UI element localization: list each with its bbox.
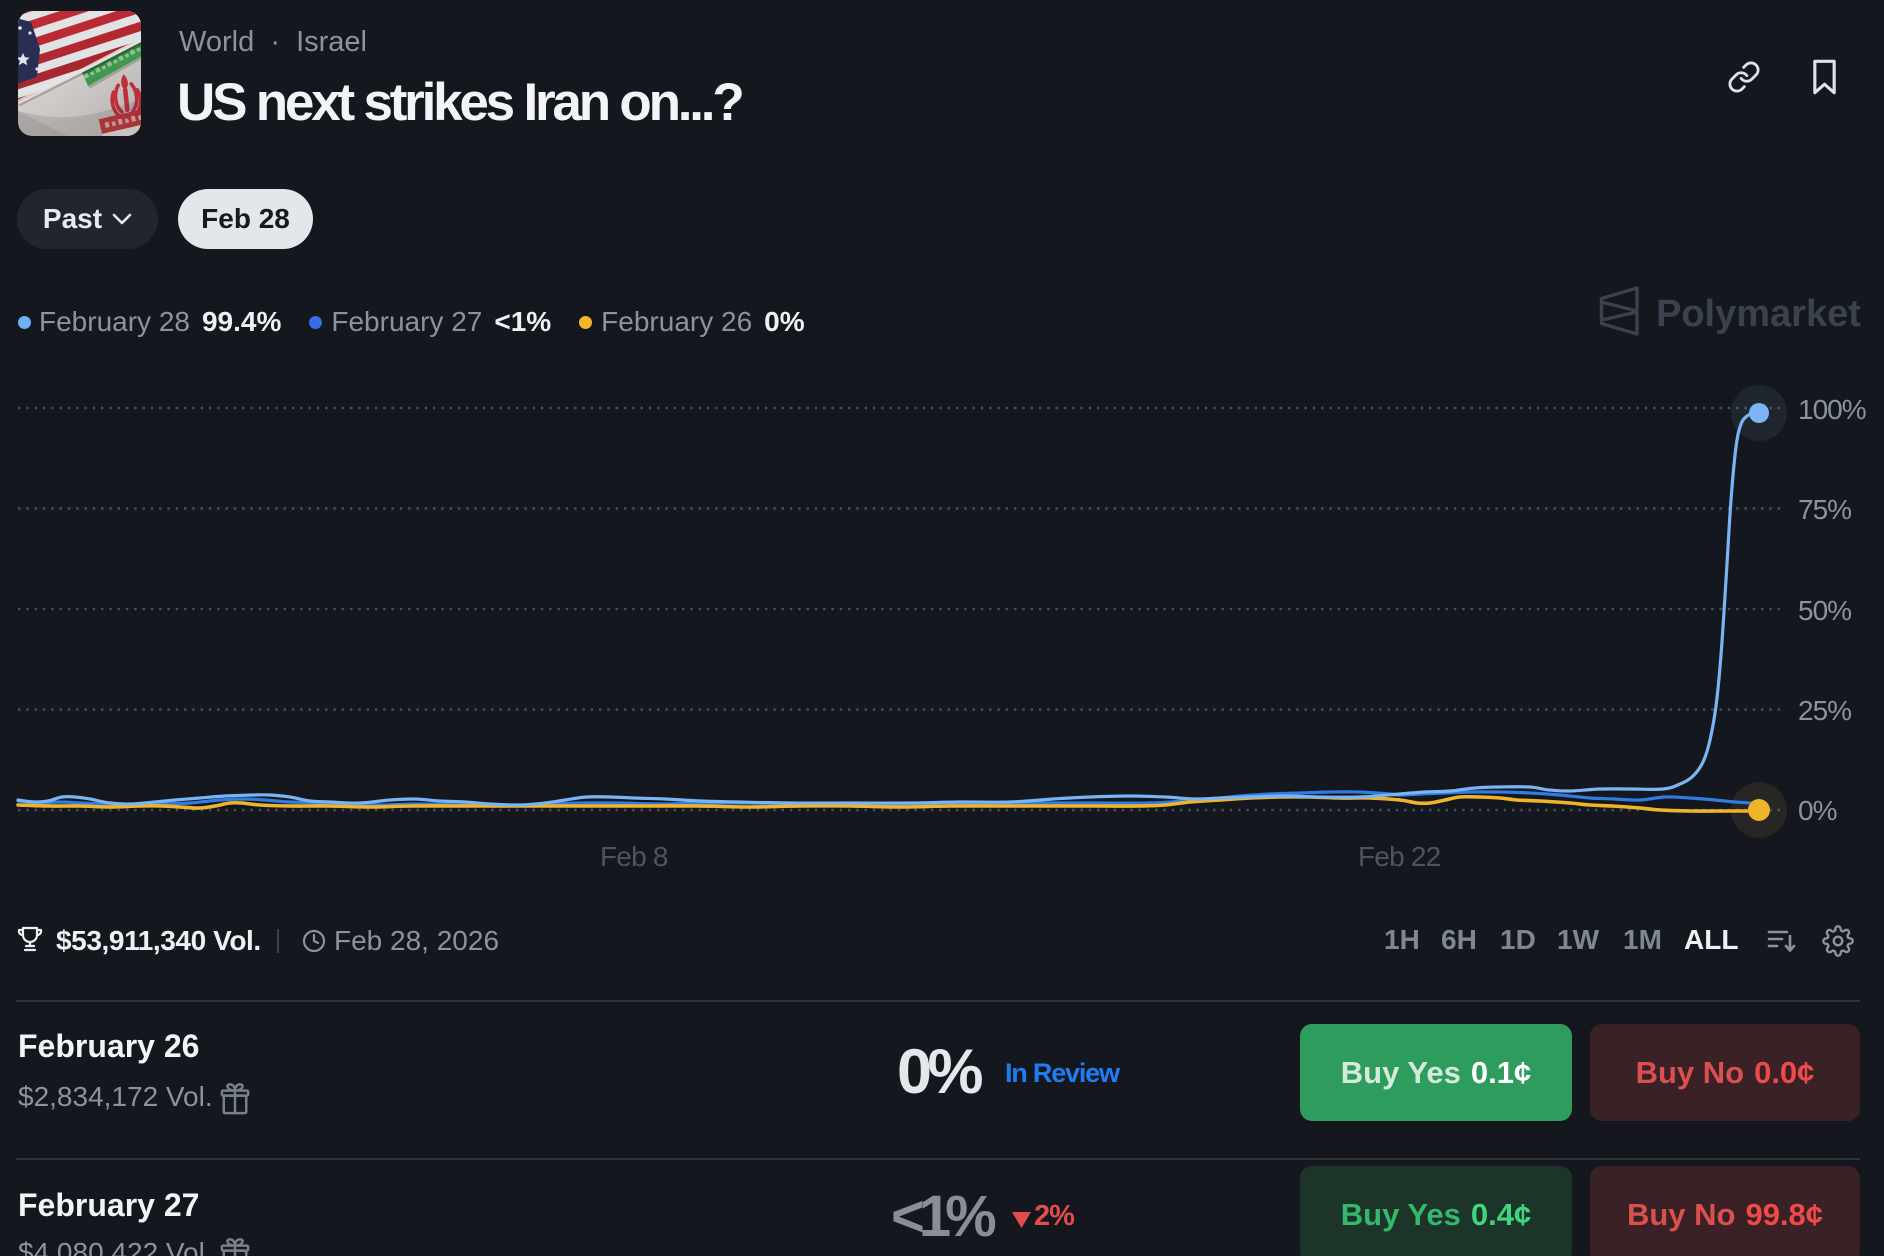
svg-text:75%: 75% <box>1798 494 1851 525</box>
svg-text:100%: 100% <box>1798 394 1866 425</box>
svg-text:50%: 50% <box>1798 595 1851 626</box>
svg-text:0%: 0% <box>1798 795 1837 826</box>
svg-text:Feb 8: Feb 8 <box>600 841 668 872</box>
svg-text:Feb 22: Feb 22 <box>1358 841 1441 872</box>
svg-text:25%: 25% <box>1798 695 1851 726</box>
